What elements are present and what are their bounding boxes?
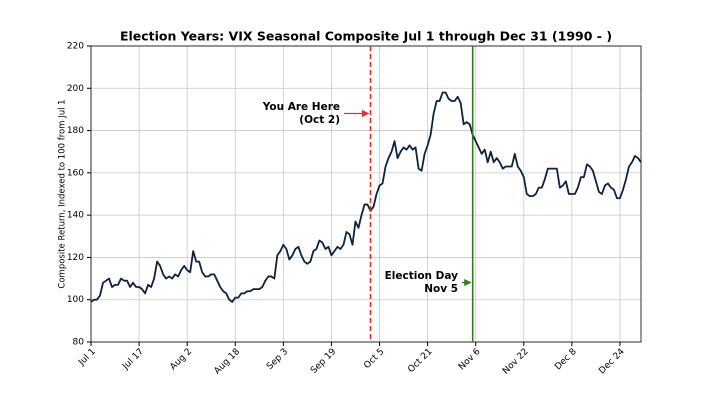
y-tick-label: 80 [73,338,85,348]
event-label: You Are Here [262,101,340,113]
y-tick-label: 160 [67,168,84,178]
event-label: (Oct 2) [299,114,340,126]
y-tick-label: 120 [67,253,84,263]
x-tick-label: Sep 3 [265,347,290,372]
x-tick-label: Oct 5 [362,347,386,371]
y-axis-label: Composite Return, Indexed to 100 from Ju… [58,99,68,288]
x-tick-label: Jul 17 [120,347,146,373]
series-line [90,91,642,303]
event-label: Nov 5 [424,283,458,295]
x-tick-label: Dec 24 [597,347,627,377]
x-tick-label: Aug 18 [213,347,243,377]
chart-title: Election Years: VIX Seasonal Composite J… [120,29,612,44]
y-tick-label: 100 [67,295,84,305]
y-tick-label: 140 [67,211,84,221]
plot-frame [90,45,642,343]
event-label: Election Day [385,270,459,282]
y-tick-label: 220 [67,42,84,52]
y-tick-label: 180 [67,126,84,136]
x-tick-label: Aug 2 [168,347,194,373]
x-tick-label: Nov 6 [457,347,483,373]
x-tick-label: Dec 8 [553,347,579,373]
x-tick-label: Sep 19 [309,347,338,376]
x-tick-label: Jul 1 [76,347,98,369]
y-tick-label: 200 [67,84,84,94]
x-tick-label: Oct 21 [406,347,434,375]
x-tick-label: Nov 22 [501,347,531,377]
